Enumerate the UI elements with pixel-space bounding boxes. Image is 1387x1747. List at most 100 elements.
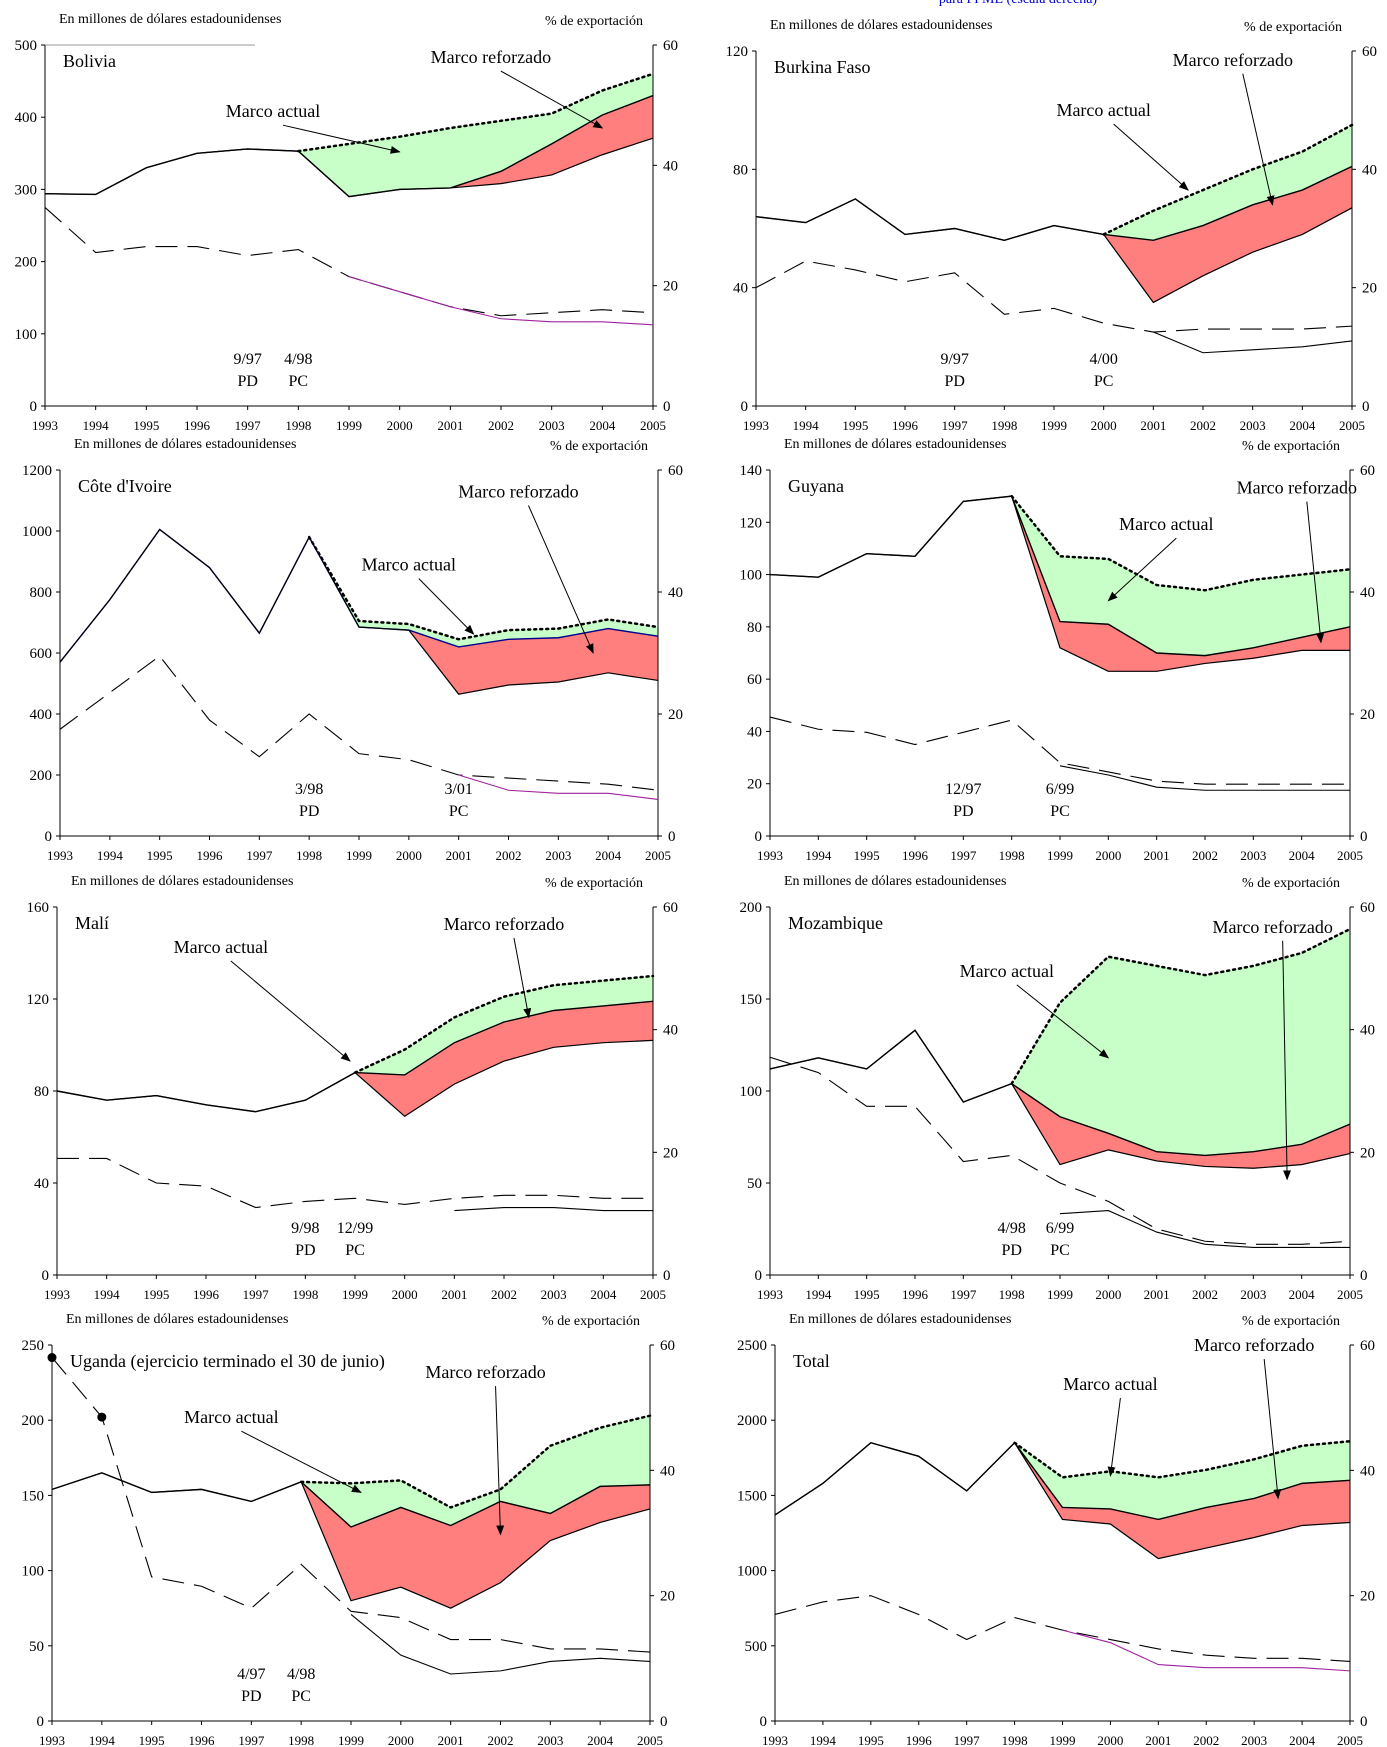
line-dotted bbox=[1102, 123, 1354, 236]
x-tick-label: 1995 bbox=[854, 1287, 880, 1302]
y-tick-label: 200 bbox=[15, 255, 38, 271]
y-tick-label: 50 bbox=[747, 1176, 762, 1192]
point-date: 12/99 bbox=[337, 1220, 373, 1237]
x-tick-label: 1994 bbox=[89, 1733, 116, 1747]
x-tick-label: 2000 bbox=[1095, 848, 1121, 863]
x-tick-label: 1994 bbox=[805, 1287, 832, 1302]
units-left-label: En millones de dólares estadounidenses bbox=[789, 1312, 1011, 1327]
label-marco-reforzado: Marco reforzado bbox=[1173, 50, 1293, 70]
units-left-label: En millones de dólares estadounidenses bbox=[59, 12, 281, 27]
x-tick-label: 2005 bbox=[640, 1287, 666, 1302]
panel-title: Côte d'Ivoire bbox=[78, 476, 172, 496]
arrow-marco-actual bbox=[282, 124, 401, 154]
x-tick-label: 1995 bbox=[858, 1733, 884, 1747]
line-dashed-pct bbox=[769, 1056, 1351, 1245]
x-tick-label: 1993 bbox=[762, 1733, 788, 1747]
line-solid-pct bbox=[454, 1206, 653, 1212]
y2-tick-label: 0 bbox=[663, 399, 671, 415]
y-tick-label: 200 bbox=[30, 768, 53, 784]
arrow-marco-reforzado bbox=[495, 1386, 505, 1536]
arrow-marco-actual bbox=[1107, 1398, 1121, 1477]
x-tick-label: 2002 bbox=[488, 1733, 514, 1747]
x-tick-label: 1999 bbox=[336, 418, 362, 433]
area-marco-reforzado bbox=[1011, 1083, 1350, 1169]
x-tick-label: 2001 bbox=[1144, 848, 1170, 863]
top-cut-note: para PPME (escala derecha) bbox=[888, 0, 1148, 8]
x-tick-label: 2005 bbox=[1339, 418, 1365, 433]
line-dashed-pct bbox=[44, 207, 654, 317]
y-tick-label: 1200 bbox=[22, 463, 52, 479]
point-date: 4/00 bbox=[1089, 351, 1117, 368]
y2-tick-label: 40 bbox=[668, 585, 683, 601]
label-marco-actual: Marco actual bbox=[174, 937, 268, 957]
x-tick-label: 1993 bbox=[757, 1287, 783, 1302]
y-tick-label: 200 bbox=[740, 900, 763, 916]
y-tick-label: 2500 bbox=[737, 1338, 767, 1354]
x-tick-label: 1999 bbox=[338, 1733, 364, 1747]
panel-title: Mozambique bbox=[788, 913, 883, 933]
x-tick-label: 1999 bbox=[1047, 1287, 1073, 1302]
units-left-label: En millones de dólares estadounidenses bbox=[784, 874, 1006, 889]
y2-tick-label: 0 bbox=[1360, 1268, 1368, 1284]
x-tick-label: 1995 bbox=[139, 1733, 165, 1747]
y2-tick-label: 60 bbox=[660, 1338, 675, 1354]
y-tick-label: 400 bbox=[30, 707, 53, 723]
arrow-marco-actual bbox=[418, 578, 475, 635]
x-tick-label: 1995 bbox=[854, 848, 880, 863]
label-marco-reforzado: Marco reforzado bbox=[1237, 478, 1357, 498]
y2-tick-label: 40 bbox=[1360, 585, 1375, 601]
arrow-marco-actual bbox=[1016, 984, 1110, 1059]
arrow-marco-actual bbox=[1107, 537, 1177, 602]
x-tick-label: 1995 bbox=[842, 418, 868, 433]
y2-tick-label: 40 bbox=[663, 158, 678, 174]
area-marco-actual bbox=[1011, 929, 1350, 1156]
point-date: 9/98 bbox=[291, 1220, 319, 1237]
point-tag: PC bbox=[449, 803, 469, 820]
x-tick-label: 1998 bbox=[999, 1287, 1025, 1302]
x-tick-label: 1996 bbox=[193, 1287, 220, 1302]
point-date: 12/97 bbox=[945, 781, 981, 798]
x-tick-label: 2002 bbox=[496, 848, 522, 863]
units-left-label: En millones de dólares estadounidenses bbox=[770, 18, 992, 33]
x-tick-label: 1993 bbox=[44, 1287, 70, 1302]
x-tick-label: 1996 bbox=[197, 848, 224, 863]
y-tick-label: 60 bbox=[747, 672, 762, 688]
x-tick-label: 1997 bbox=[235, 418, 262, 433]
units-right-label: % de exportación bbox=[545, 14, 643, 29]
y2-tick-label: 40 bbox=[1360, 1023, 1375, 1039]
y2-tick-label: 0 bbox=[660, 1714, 668, 1730]
panel-title: Burkina Faso bbox=[774, 57, 871, 77]
point-date: 4/98 bbox=[287, 1666, 315, 1683]
y-tick-label: 40 bbox=[34, 1176, 49, 1192]
y2-tick-label: 20 bbox=[663, 1145, 678, 1161]
y2-tick-label: 20 bbox=[660, 1589, 675, 1605]
y-tick-label: 40 bbox=[733, 281, 748, 297]
units-left-label: En millones de dólares estadounidenses bbox=[74, 437, 296, 452]
x-tick-label: 1997 bbox=[954, 1733, 981, 1747]
point-tag: PC bbox=[291, 1688, 311, 1705]
data-marker bbox=[97, 1412, 107, 1422]
x-tick-label: 2004 bbox=[1289, 418, 1316, 433]
arrow-marco-reforzado bbox=[1242, 73, 1275, 206]
y-tick-label: 800 bbox=[30, 585, 53, 601]
units-right-label: % de exportación bbox=[542, 1314, 640, 1329]
y-tick-label: 120 bbox=[726, 44, 749, 60]
x-tick-label: 2000 bbox=[392, 1287, 418, 1302]
x-tick-label: 2000 bbox=[396, 848, 422, 863]
point-tag: PD bbox=[241, 1688, 261, 1705]
panel-title: Total bbox=[793, 1351, 830, 1371]
x-tick-label: 2001 bbox=[1145, 1733, 1171, 1747]
x-tick-label: 2002 bbox=[1190, 418, 1216, 433]
units-right-label: % de exportación bbox=[1242, 439, 1340, 454]
units-left-label: En millones de dólares estadounidenses bbox=[784, 437, 1006, 452]
area-marco-reforzado bbox=[1011, 496, 1350, 672]
y-tick-label: 120 bbox=[740, 515, 763, 531]
x-tick-label: 2003 bbox=[545, 848, 571, 863]
y-tick-label: 400 bbox=[15, 110, 38, 126]
x-tick-label: 1993 bbox=[47, 848, 73, 863]
x-tick-label: 2001 bbox=[441, 1287, 467, 1302]
point-tag: PC bbox=[345, 1242, 365, 1259]
point-date: 9/97 bbox=[940, 351, 968, 368]
point-tag: PD bbox=[953, 803, 973, 820]
